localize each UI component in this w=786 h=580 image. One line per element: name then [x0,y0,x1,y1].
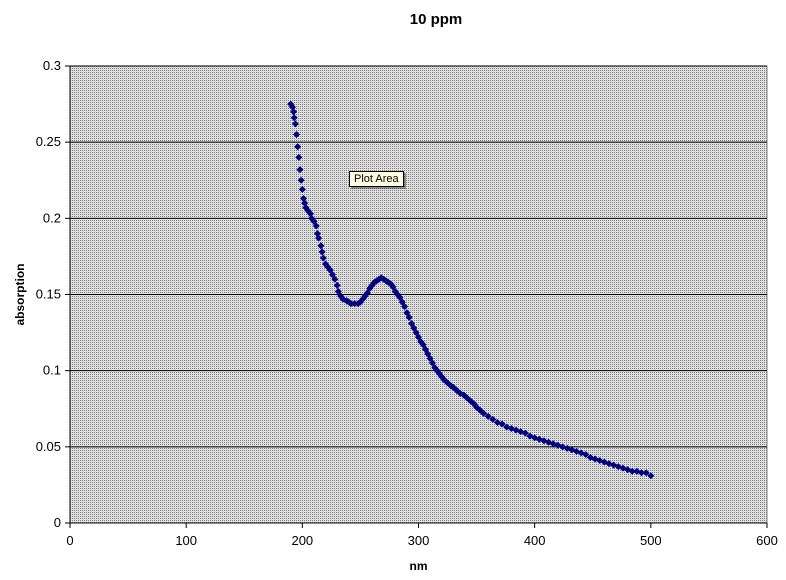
data-point[interactable] [290,108,298,116]
data-point[interactable] [647,472,655,480]
data-series [287,100,655,480]
data-point[interactable] [318,248,326,256]
x-tick-label: 300 [408,533,430,548]
data-point[interactable] [319,254,327,262]
data-point[interactable] [315,234,323,242]
y-tick-label: 0.2 [43,210,61,225]
y-tick-label: 0.3 [43,58,61,73]
data-point[interactable] [297,176,305,184]
data-point[interactable] [298,185,306,193]
data-point[interactable] [480,409,488,417]
data-point[interactable] [291,120,299,128]
y-tick-label: 0.25 [36,134,61,149]
x-tick-label: 500 [640,533,662,548]
data-point[interactable] [312,222,320,230]
y-tick-label: 0 [54,515,61,530]
gridlines [70,65,767,448]
data-point[interactable] [484,412,492,420]
data-point[interactable] [498,420,506,428]
y-tick-label: 0.15 [36,287,61,302]
data-point[interactable] [642,469,650,477]
x-tick-label: 400 [524,533,546,548]
x-tick-label: 200 [291,533,313,548]
data-point[interactable] [405,313,413,321]
data-point[interactable] [317,242,325,250]
data-point[interactable] [401,303,409,311]
x-tick-label: 100 [175,533,197,548]
x-axis-title: nm [410,559,428,573]
y-axis-title: absorption [13,264,27,326]
data-point[interactable] [489,415,497,423]
data-point[interactable] [507,425,515,433]
data-point[interactable] [294,143,302,151]
x-tick-label: 0 [66,533,73,548]
data-point[interactable] [296,166,304,174]
plot-area-tooltip: Plot Area [349,171,404,187]
data-point[interactable] [582,450,590,458]
y-tick-label: 0.05 [36,439,61,454]
data-point[interactable] [521,429,529,437]
data-point[interactable] [331,275,339,283]
chart-title: 10 ppm [410,11,463,28]
y-tick-label: 0.1 [43,363,61,378]
data-point[interactable] [295,153,303,161]
data-point[interactable] [290,114,298,122]
data-point[interactable] [638,469,646,477]
x-tick-label: 600 [756,533,778,548]
data-point[interactable] [628,467,636,475]
data-point[interactable] [293,131,301,139]
data-point[interactable] [333,281,341,289]
axes: 0 0.05 0.1 0.15 0.2 0.25 0.3 0 100 200 300 400 500 60… [36,58,778,548]
